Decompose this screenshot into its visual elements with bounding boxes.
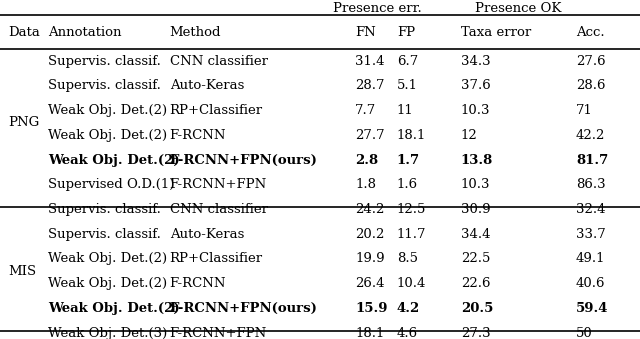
Text: Annotation: Annotation	[48, 26, 122, 39]
Text: FP: FP	[397, 26, 415, 39]
Text: F-RCNN: F-RCNN	[170, 129, 226, 142]
Text: 11: 11	[397, 104, 413, 117]
Text: 32.4: 32.4	[576, 203, 605, 216]
Text: Presence OK: Presence OK	[476, 2, 561, 15]
Text: Supervis. classif.: Supervis. classif.	[48, 228, 161, 241]
Text: Supervis. classif.: Supervis. classif.	[48, 203, 161, 216]
Text: 1.8: 1.8	[355, 178, 376, 191]
Text: 22.6: 22.6	[461, 277, 490, 290]
Text: F-RCNN: F-RCNN	[170, 277, 226, 290]
Text: Supervised O.D.(1): Supervised O.D.(1)	[48, 178, 174, 191]
Text: RP+Classifier: RP+Classifier	[170, 253, 263, 265]
Text: Data: Data	[8, 26, 40, 39]
Text: Weak Obj. Det.(2): Weak Obj. Det.(2)	[48, 104, 167, 117]
Text: CNN classifier: CNN classifier	[170, 55, 268, 67]
Text: 28.7: 28.7	[355, 79, 385, 92]
Text: 1.7: 1.7	[397, 154, 420, 166]
Text: Supervis. classif.: Supervis. classif.	[48, 55, 161, 67]
Text: 4.2: 4.2	[397, 302, 420, 315]
Text: 50: 50	[576, 327, 593, 339]
Text: F-RCNN+FPN(ours): F-RCNN+FPN(ours)	[170, 302, 317, 315]
Text: 86.3: 86.3	[576, 178, 605, 191]
Text: MIS: MIS	[8, 265, 36, 278]
Text: 49.1: 49.1	[576, 253, 605, 265]
Text: 27.3: 27.3	[461, 327, 490, 339]
Text: 10.3: 10.3	[461, 178, 490, 191]
Text: 1.6: 1.6	[397, 178, 418, 191]
Text: 12.5: 12.5	[397, 203, 426, 216]
Text: Method: Method	[170, 26, 221, 39]
Text: CNN classifier: CNN classifier	[170, 203, 268, 216]
Text: Weak Obj. Det.(2): Weak Obj. Det.(2)	[48, 129, 167, 142]
Text: Weak Obj. Det.(2): Weak Obj. Det.(2)	[48, 253, 167, 265]
Text: 19.9: 19.9	[355, 253, 385, 265]
Text: 26.4: 26.4	[355, 277, 385, 290]
Text: 20.2: 20.2	[355, 228, 385, 241]
Text: 34.3: 34.3	[461, 55, 490, 67]
Text: 71: 71	[576, 104, 593, 117]
Text: F-RCNN+FPN(ours): F-RCNN+FPN(ours)	[170, 154, 317, 166]
Text: F-RCNN+FPN: F-RCNN+FPN	[170, 178, 267, 191]
Text: 18.1: 18.1	[397, 129, 426, 142]
Text: 7.7: 7.7	[355, 104, 376, 117]
Text: 5.1: 5.1	[397, 79, 418, 92]
Text: Presence err.: Presence err.	[333, 2, 422, 15]
Text: 42.2: 42.2	[576, 129, 605, 142]
Text: 27.6: 27.6	[576, 55, 605, 67]
Text: 8.5: 8.5	[397, 253, 418, 265]
Text: Auto-Keras: Auto-Keras	[170, 79, 244, 92]
Text: 22.5: 22.5	[461, 253, 490, 265]
Text: PNG: PNG	[8, 116, 40, 129]
Text: 4.6: 4.6	[397, 327, 418, 339]
Text: 81.7: 81.7	[576, 154, 608, 166]
Text: Acc.: Acc.	[576, 26, 605, 39]
Text: 37.6: 37.6	[461, 79, 490, 92]
Text: 28.6: 28.6	[576, 79, 605, 92]
Text: 6.7: 6.7	[397, 55, 418, 67]
Text: 20.5: 20.5	[461, 302, 493, 315]
Text: 10.3: 10.3	[461, 104, 490, 117]
Text: 13.8: 13.8	[461, 154, 493, 166]
Text: F-RCNN+FPN: F-RCNN+FPN	[170, 327, 267, 339]
Text: 34.4: 34.4	[461, 228, 490, 241]
Text: Weak Obj. Det.(2): Weak Obj. Det.(2)	[48, 154, 180, 166]
Text: 27.7: 27.7	[355, 129, 385, 142]
Text: 15.9: 15.9	[355, 302, 388, 315]
Text: 2.8: 2.8	[355, 154, 378, 166]
Text: Weak Obj. Det.(3): Weak Obj. Det.(3)	[48, 327, 167, 339]
Text: 59.4: 59.4	[576, 302, 609, 315]
Text: 40.6: 40.6	[576, 277, 605, 290]
Text: RP+Classifier: RP+Classifier	[170, 104, 263, 117]
Text: Weak Obj. Det.(2): Weak Obj. Det.(2)	[48, 277, 167, 290]
Text: Weak Obj. Det.(2): Weak Obj. Det.(2)	[48, 302, 180, 315]
Text: 33.7: 33.7	[576, 228, 605, 241]
Text: 12: 12	[461, 129, 477, 142]
Text: Taxa error: Taxa error	[461, 26, 531, 39]
Text: 31.4: 31.4	[355, 55, 385, 67]
Text: 24.2: 24.2	[355, 203, 385, 216]
Text: 18.1: 18.1	[355, 327, 385, 339]
Text: 11.7: 11.7	[397, 228, 426, 241]
Text: FN: FN	[355, 26, 376, 39]
Text: 30.9: 30.9	[461, 203, 490, 216]
Text: 10.4: 10.4	[397, 277, 426, 290]
Text: Auto-Keras: Auto-Keras	[170, 228, 244, 241]
Text: Supervis. classif.: Supervis. classif.	[48, 79, 161, 92]
